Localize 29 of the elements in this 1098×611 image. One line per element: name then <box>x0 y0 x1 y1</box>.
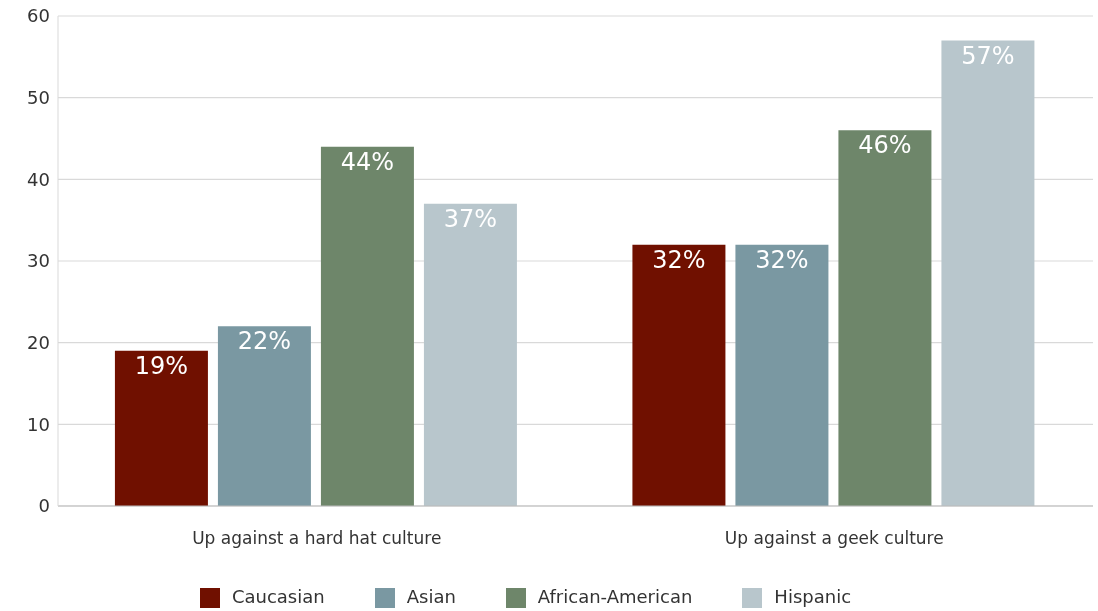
y-tick-label: 60 <box>27 5 50 27</box>
data-label: 32% <box>652 245 706 274</box>
legend-label: Hispanic <box>774 586 852 607</box>
data-label: 46% <box>858 131 912 160</box>
bar <box>423 203 517 506</box>
bar <box>838 130 932 506</box>
y-tick-label: 20 <box>27 332 50 354</box>
legend-label: Caucasian <box>231 586 325 607</box>
bar <box>632 244 726 506</box>
data-label: 19% <box>134 351 189 380</box>
data-label: 44% <box>340 147 395 176</box>
y-tick-label: 10 <box>27 413 50 435</box>
y-tick-label: 0 <box>38 495 50 517</box>
y-tick-label: 40 <box>27 168 50 190</box>
data-label: 22% <box>237 327 292 356</box>
bar <box>217 326 311 506</box>
data-label: 57% <box>961 41 1015 70</box>
bar <box>320 146 414 506</box>
x-tick-label: Up against a geek culture <box>724 528 944 549</box>
bar <box>735 244 829 506</box>
y-tick-label: 50 <box>27 87 50 109</box>
y-tick-label: 30 <box>27 250 50 272</box>
bar <box>114 350 208 506</box>
x-tick-label: Up against a hard hat culture <box>192 528 442 549</box>
data-label: 32% <box>755 245 809 274</box>
legend-label: Asian <box>406 586 456 607</box>
legend-label: African-American <box>537 586 693 607</box>
bar <box>941 40 1035 506</box>
data-label: 37% <box>443 204 498 233</box>
